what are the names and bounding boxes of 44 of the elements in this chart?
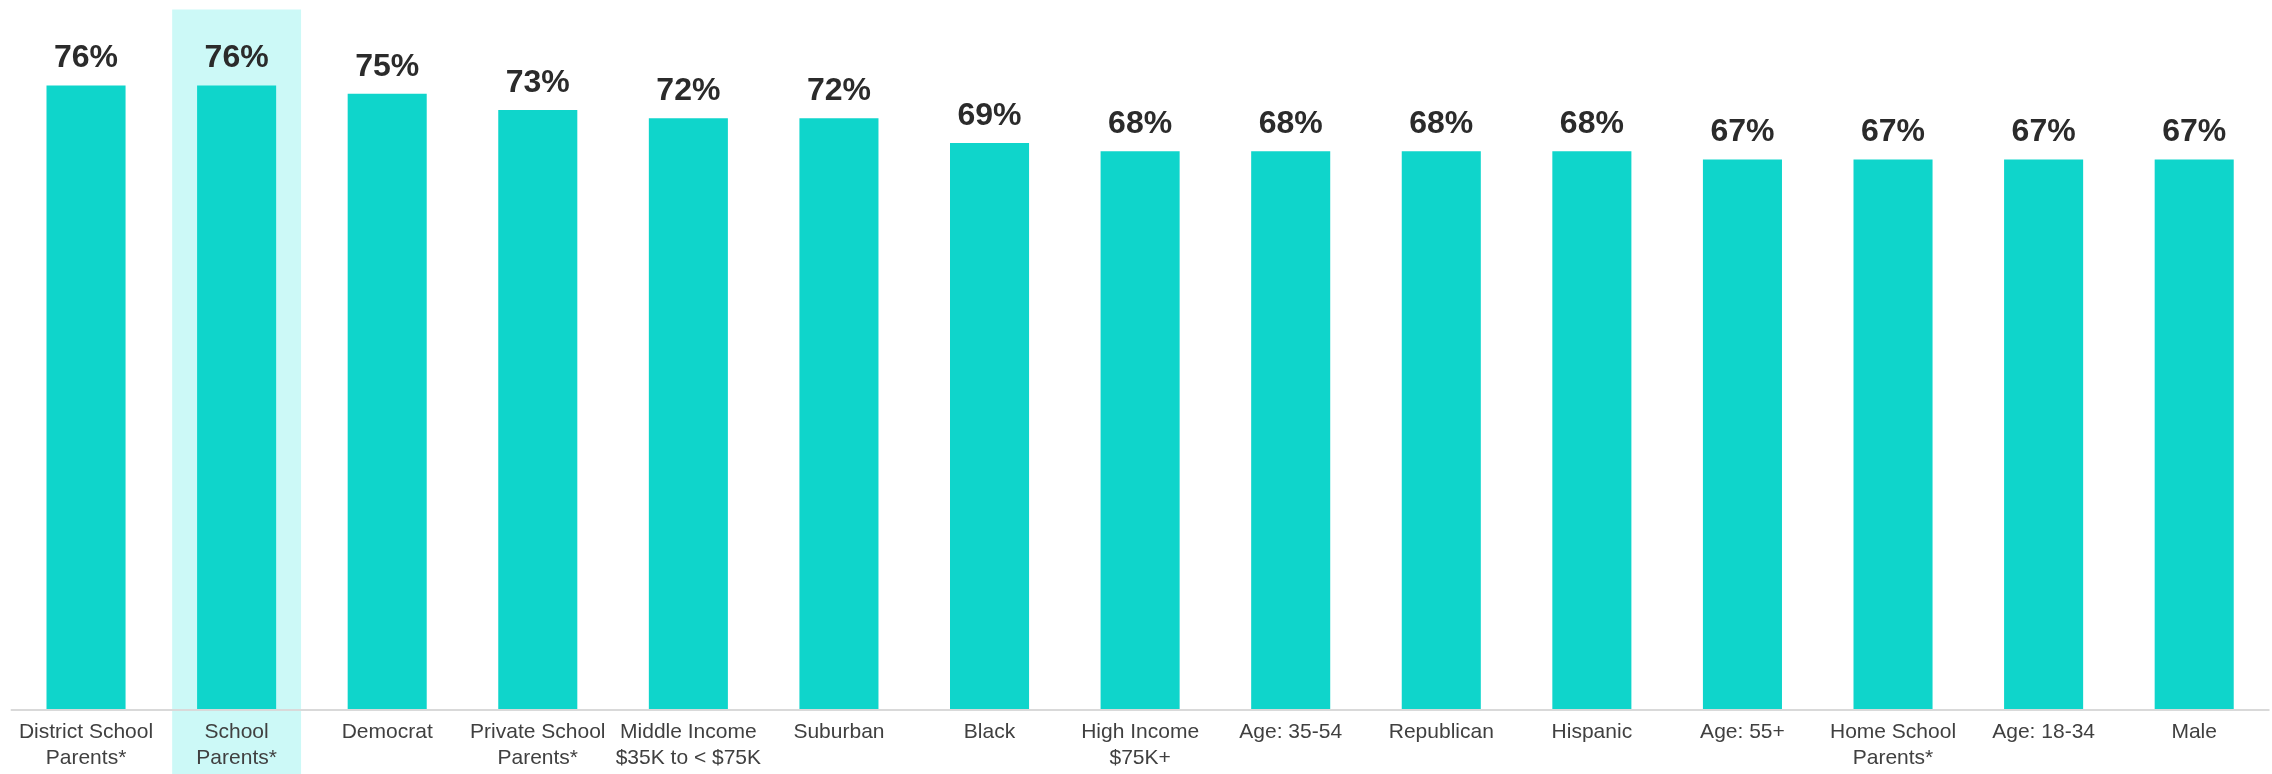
data-label: 75% xyxy=(355,46,420,83)
x-tick-label: Republican xyxy=(1388,718,1494,742)
data-label: 67% xyxy=(1710,112,1775,149)
x-tick-label: School Parents* xyxy=(196,718,277,769)
x-tick-label: Democrat xyxy=(341,718,433,742)
bar xyxy=(1401,151,1481,710)
bar xyxy=(1702,159,1782,710)
data-label: 67% xyxy=(2162,112,2227,149)
x-tick-label: Age: 55+ xyxy=(1700,718,1785,742)
data-label: 68% xyxy=(1108,104,1173,141)
x-tick-label: Suburban xyxy=(793,718,885,742)
x-tick-label: Black xyxy=(963,718,1016,742)
x-tick-label: Private School Parents* xyxy=(470,718,606,769)
bar xyxy=(1100,151,1180,710)
data-label: 73% xyxy=(505,63,570,100)
bar xyxy=(347,93,427,710)
bar xyxy=(1853,159,1933,710)
bar xyxy=(799,118,879,710)
bar xyxy=(2154,159,2234,710)
data-label: 76% xyxy=(54,38,119,75)
data-label: 67% xyxy=(2011,112,2076,149)
x-tick-label: Home School Parents* xyxy=(1830,718,1957,769)
data-label: 72% xyxy=(656,71,721,108)
bar xyxy=(1552,151,1632,710)
x-tick-label: Male xyxy=(2171,718,2217,742)
bar xyxy=(950,142,1030,710)
data-label: 68% xyxy=(1559,104,1624,141)
x-tick-label: Hispanic xyxy=(1551,718,1633,742)
data-label: 72% xyxy=(806,71,871,108)
bar xyxy=(46,85,126,710)
data-label: 68% xyxy=(1258,104,1323,141)
x-tick-label: Age: 35-54 xyxy=(1239,718,1343,742)
data-label: 69% xyxy=(957,95,1022,132)
bar xyxy=(2004,159,2084,710)
data-label: 67% xyxy=(1861,112,1926,149)
bar xyxy=(1251,151,1331,710)
x-tick-label: Middle Income $35K to < $75K xyxy=(615,718,762,769)
x-tick-label: Age: 18-34 xyxy=(1992,718,2096,742)
x-tick-label: High Income $75K+ xyxy=(1081,718,1200,769)
bar xyxy=(648,118,728,710)
data-label: 68% xyxy=(1409,104,1474,141)
bar xyxy=(498,110,578,710)
x-tick-label: District School Parents* xyxy=(18,718,154,769)
data-label: 76% xyxy=(204,38,269,75)
